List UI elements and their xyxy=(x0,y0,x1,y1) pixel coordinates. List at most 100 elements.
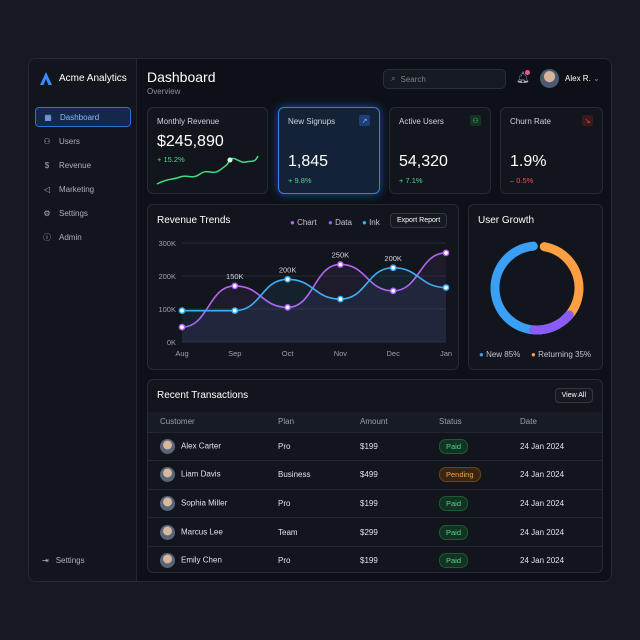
status-badge: Paid xyxy=(439,495,469,511)
avatar xyxy=(160,524,175,540)
users-icon: ⚇ xyxy=(470,115,481,126)
customer-name: Liam Davis xyxy=(181,470,221,479)
y-tick-label: 100K xyxy=(158,305,176,314)
donut-segment-gradient xyxy=(490,241,584,335)
kpi-value: 1,845 xyxy=(288,153,329,170)
label: Settings xyxy=(55,556,85,565)
sidebar-item-users[interactable]: ⚇ Users xyxy=(35,131,131,151)
sidebar-item-dashboard[interactable]: ▦ Dashboard xyxy=(35,107,131,127)
y-tick-label: 300K xyxy=(158,239,176,248)
date-cell: 24 Jan 2024 xyxy=(508,545,602,572)
data-point xyxy=(284,304,291,311)
search-input[interactable]: ⌕ Search xyxy=(383,69,506,89)
table-header: Customer Plan Amount Status Date xyxy=(148,412,602,432)
legend-label: New 85% xyxy=(486,350,521,359)
page-title: Dashboard xyxy=(147,69,216,85)
chart-title: User Growth xyxy=(478,215,535,226)
table-row[interactable]: Liam Davis Business $499 Pending 24 Jan … xyxy=(148,460,602,490)
user-menu[interactable]: Alex R. ⌄ xyxy=(565,74,600,83)
data-label: 200K xyxy=(384,254,402,263)
chevron-down-icon: ⌄ xyxy=(593,74,600,83)
kpi-delta: + 9.8% xyxy=(288,176,312,185)
search-icon: ⌕ xyxy=(391,74,396,83)
status-cell: Pending xyxy=(427,460,508,490)
column-header: Date xyxy=(508,412,602,432)
data-point xyxy=(231,282,239,290)
column-header: Customer xyxy=(148,412,266,432)
legend-label: Data xyxy=(335,218,352,227)
kpi-churn-rate: Churn Rate ↘ 1.9% – 0.5% xyxy=(500,107,603,194)
logo-icon xyxy=(40,72,52,85)
avatar[interactable] xyxy=(540,69,559,88)
x-tick-label: Oct xyxy=(282,349,295,358)
data-point xyxy=(337,261,344,268)
data-point xyxy=(389,287,397,295)
label: Marketing xyxy=(59,184,95,194)
customer-cell: Marcus Lee xyxy=(148,517,266,547)
legend-returning: ● Returning 35% xyxy=(531,350,591,359)
amount-cell: $199 xyxy=(348,545,427,572)
series-area xyxy=(182,252,446,342)
user-growth-card: User Growth ● New 85% ● Returning 35% xyxy=(468,204,603,370)
bell-icon[interactable]: 🔔︎ xyxy=(516,72,530,84)
grid-icon: ▦ xyxy=(44,112,52,122)
kpi-delta: + 7.1% xyxy=(399,176,423,185)
export-report-button[interactable]: Export Report xyxy=(390,213,448,228)
y-tick-label: 0K xyxy=(167,338,176,347)
notification-dot xyxy=(525,70,530,75)
data-label: 250K xyxy=(332,250,350,259)
view-all-button[interactable]: View All xyxy=(554,388,593,403)
kpi-active-users: Active Users ⚇ 54,320 + 7.1% xyxy=(389,107,491,194)
page-subtitle: Overview xyxy=(147,87,181,96)
arrow-up-right-icon: ↗ xyxy=(359,115,370,126)
x-tick-label: Nov xyxy=(334,349,348,358)
transactions-table: Customer Plan Amount Status Date Alex Ca… xyxy=(148,412,602,572)
customer-name: Emily Chen xyxy=(181,556,222,566)
customer-name: Alex Carter xyxy=(181,441,222,451)
data-point xyxy=(284,275,291,283)
legend-label: Chart xyxy=(297,218,317,227)
status-cell: Paid xyxy=(427,488,508,518)
legend-label: Returning 35% xyxy=(538,350,591,359)
amount-cell: $499 xyxy=(348,460,427,490)
section-title: Recent Transactions xyxy=(157,390,249,401)
y-tick-label: 200K xyxy=(158,272,176,281)
plan-cell: Business xyxy=(266,460,348,490)
data-point xyxy=(442,284,450,291)
legend-label: Ink xyxy=(369,218,380,227)
user-growth-donut xyxy=(490,241,584,335)
users-icon: ⚇ xyxy=(43,136,51,146)
table-row[interactable]: Sophia Miller Pro $199 Paid 24 Jan 2024 xyxy=(148,488,602,518)
avatar xyxy=(160,467,175,483)
table-row[interactable]: Marcus Lee Team $299 Paid 24 Jan 2024 xyxy=(148,517,602,547)
status-badge: Paid xyxy=(439,553,469,569)
date-cell: 24 Jan 2024 xyxy=(508,488,602,518)
customer-cell: Emily Chen xyxy=(148,545,266,572)
date-cell: 24 Jan 2024 xyxy=(508,431,602,461)
sidebar: Acme Analytics ▦ Dashboard ⚇ Users $ Revenu… xyxy=(29,59,137,581)
sidebar-item-marketing[interactable]: ◁ Marketing xyxy=(35,179,131,199)
data-point xyxy=(178,307,186,315)
sidebar-item-revenue[interactable]: $ Revenue xyxy=(35,155,131,175)
label: Settings xyxy=(59,208,88,218)
series-line-chart xyxy=(181,252,447,328)
table-row[interactable]: Alex Carter Pro $199 Paid 24 Jan 2024 xyxy=(148,431,602,461)
kpi-value: 1.9% xyxy=(510,153,547,170)
sidebar-item-settings[interactable]: ⚙ Settings xyxy=(35,203,131,223)
sidebar-nav: ▦ Dashboard ⚇ Users $ Revenue ◁ Marketing ⚙ S… xyxy=(35,107,131,251)
kpi-label: Active Users xyxy=(399,117,444,126)
megaphone-icon: ◁ xyxy=(43,184,51,194)
legend-new: ● New 85% xyxy=(479,350,521,359)
sidebar-footer-settings[interactable]: ⇥ Settings xyxy=(42,556,85,565)
sparkline xyxy=(156,155,259,185)
data-point xyxy=(231,307,239,315)
status-cell: Paid xyxy=(427,431,508,461)
status-badge: Pending xyxy=(439,467,481,483)
sidebar-item-admin[interactable]: ⓘ Admin xyxy=(35,227,131,247)
table-row[interactable]: Emily Chen Pro $199 Paid 24 Jan 2024 xyxy=(148,545,602,572)
customer-cell: Liam Davis xyxy=(148,460,266,490)
kpi-label: New Signups xyxy=(288,117,336,126)
revenue-line-chart: 0K 100K 200K 300K Aug Sep Oct Nov Dec Jan 150K 200K… xyxy=(158,239,452,358)
recent-transactions-card: Recent Transactions View All Customer Pl… xyxy=(147,379,603,573)
kpi-label: Churn Rate xyxy=(510,117,551,126)
